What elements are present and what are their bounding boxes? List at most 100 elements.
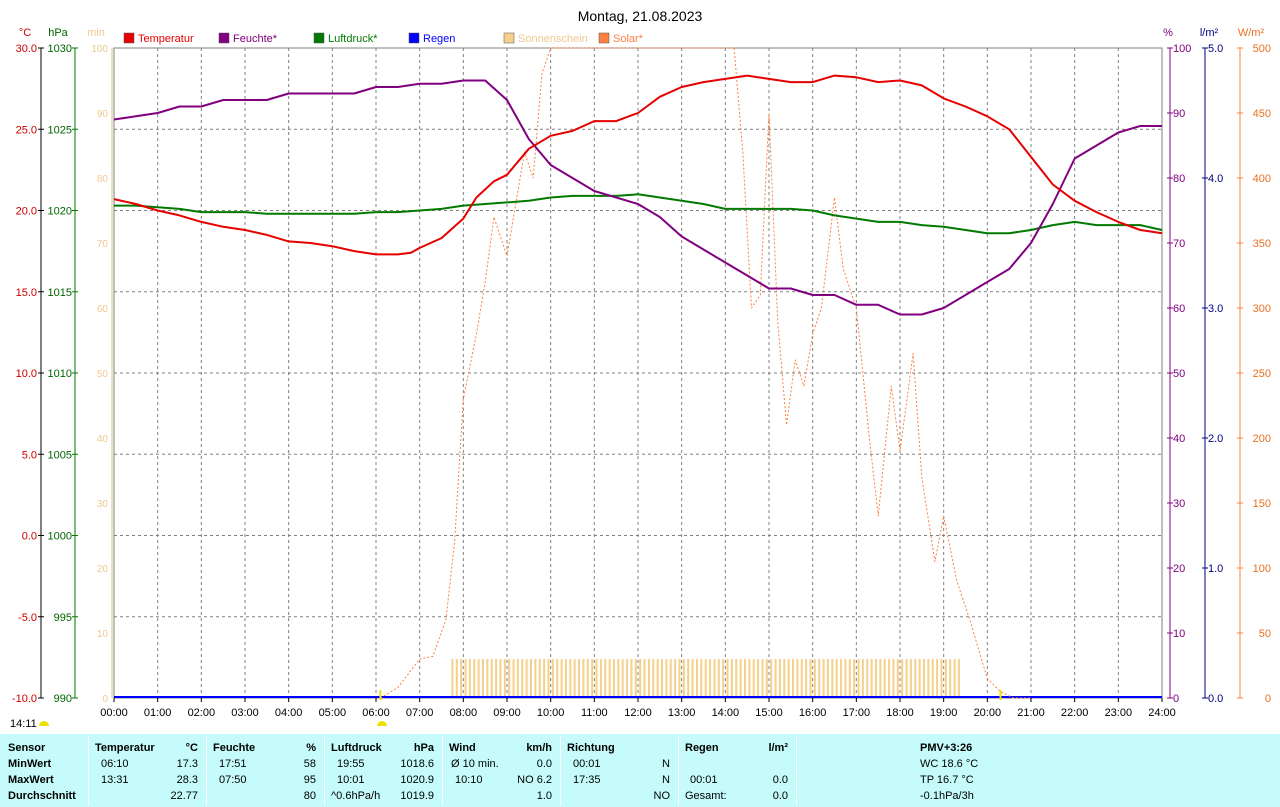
sunshine-bar (735, 659, 738, 698)
series-line-temperatur (113, 74, 1163, 256)
x-tick-label: 12:00 (624, 707, 652, 719)
sunshine-bar (888, 659, 891, 698)
x-tick-label: 13:00 (668, 707, 696, 719)
timestamp-sun-icon (39, 721, 49, 726)
pressure-tick-label: 1030 (48, 43, 72, 55)
press-min: 1018.6 (400, 758, 434, 770)
temp-tick-label: 10.0 (16, 368, 37, 380)
rain-total-label: Gesamt: (685, 790, 727, 802)
sunshine-bar (630, 659, 633, 698)
press-header: Luftdruck (331, 742, 382, 754)
rain-tick-label: 1.0 (1208, 563, 1223, 575)
legend-swatch (218, 32, 230, 44)
x-tick-label: 01:00 (144, 707, 172, 719)
chart-title: Montag, 21.08.2023 (578, 8, 703, 24)
sunshine-bar (726, 659, 729, 698)
rain-header: Regen (685, 742, 719, 754)
sunshine-bar (595, 659, 598, 698)
sunshine-bar (530, 659, 533, 698)
x-tick-label: 22:00 (1061, 707, 1089, 719)
hum-min: 58 (303, 758, 316, 770)
x-tick-label: 00:00 (100, 707, 128, 719)
sunshine-bar (896, 659, 899, 698)
pressure-trend-3h: -0.1hPa/3h (920, 790, 974, 802)
sun-tick-label: 40 (97, 434, 109, 445)
sunshine-bar (516, 659, 519, 698)
sun-tick-label: 30 (97, 499, 109, 510)
row-label-max: MaxWert (8, 774, 54, 786)
solar-tick-label: 450 (1253, 108, 1271, 120)
press-min-time: 19:55 (337, 758, 365, 770)
sunshine-bar (722, 659, 725, 698)
wind-header: Wind (449, 742, 476, 754)
sunshine-bar (477, 659, 480, 698)
press-unit: hPa (413, 742, 434, 754)
pmv-header: PMV+3:26 (920, 742, 973, 754)
sunshine-bar (573, 659, 576, 698)
humidity-tick-label: 50 (1173, 368, 1185, 380)
sunshine-bar (604, 659, 607, 698)
temp-tick-label: 30.0 (16, 43, 37, 55)
sunshine-bar (743, 659, 746, 698)
temp-tick-label: -10.0 (12, 693, 37, 705)
wind-avg10: 0.0 (536, 758, 552, 770)
humidity-tick-label: 10 (1173, 628, 1185, 640)
sunshine-bar (752, 659, 755, 698)
sunshine-bar (647, 659, 650, 698)
x-tick-label: 06:00 (362, 707, 390, 719)
pressure-tick-label: 1000 (48, 531, 72, 543)
x-tick-label: 08:00 (450, 707, 478, 719)
hum-unit: % (306, 742, 316, 754)
rain-tick-label: 2.0 (1208, 433, 1223, 445)
sun-tick-label: 0 (102, 694, 108, 705)
solar-tick-label: 300 (1253, 303, 1271, 315)
dir-max-time: 17:35 (573, 774, 601, 786)
humidity-tick-label: 100 (1173, 43, 1191, 55)
temp-tick-label: 0.0 (22, 531, 37, 543)
sun-tick-label: 10 (97, 629, 109, 640)
sunrise-icon (377, 721, 387, 726)
stats-table: Sensor MinWert MaxWert Durchschnitt Temp… (0, 734, 1280, 807)
sunshine-bar (792, 659, 795, 698)
sunshine-bar (748, 659, 751, 698)
sunshine-bar (853, 659, 856, 698)
pressure-tick-label: 1015 (48, 287, 72, 299)
sunshine-bar (739, 659, 742, 698)
hum-header: Feuchte (213, 742, 256, 754)
temp-tick-label: 20.0 (16, 206, 37, 218)
sunshine-bar (730, 659, 733, 698)
humidity-tick-label: 20 (1173, 563, 1185, 575)
dir-min: N (662, 758, 670, 770)
row-label-avg: Durchschnitt (8, 790, 76, 802)
series-line-feuchte (113, 79, 1162, 316)
legend-label: Luftdruck* (328, 33, 378, 45)
x-tick-label: 16:00 (799, 707, 827, 719)
press-trend: ^0.6hPa/h (331, 790, 381, 802)
sunshine-bar (665, 659, 668, 698)
sun-tick-label: 90 (97, 109, 109, 120)
sunshine-bar (704, 659, 707, 698)
dir-min-time: 00:01 (573, 758, 601, 770)
sunshine-bar (800, 659, 803, 698)
temp-tick-label: 5.0 (22, 449, 37, 461)
sunshine-bar (473, 659, 476, 698)
sunshine-bar (870, 659, 873, 698)
sunshine-bar (957, 659, 960, 698)
dir-max: N (662, 774, 670, 786)
sunshine-bar (495, 659, 498, 698)
humidity-tick-label: 90 (1173, 108, 1185, 120)
x-tick-label: 20:00 (974, 707, 1002, 719)
sunshine-bar (521, 659, 524, 698)
temp-avg: 22.77 (170, 790, 198, 802)
sunshine-bar (669, 659, 672, 698)
series-line-solar (380, 47, 1031, 699)
pressure-unit-label: hPa (48, 27, 68, 39)
legend-label: Regen (423, 33, 455, 45)
solar-tick-label: 400 (1253, 173, 1271, 185)
solar-tick-label: 500 (1253, 43, 1271, 55)
sunshine-bar (464, 659, 467, 698)
rain-tick-label: 0.0 (1208, 693, 1223, 705)
sunshine-bar (936, 659, 939, 698)
press-max: 1020.9 (400, 774, 434, 786)
legend-swatch (313, 32, 325, 44)
